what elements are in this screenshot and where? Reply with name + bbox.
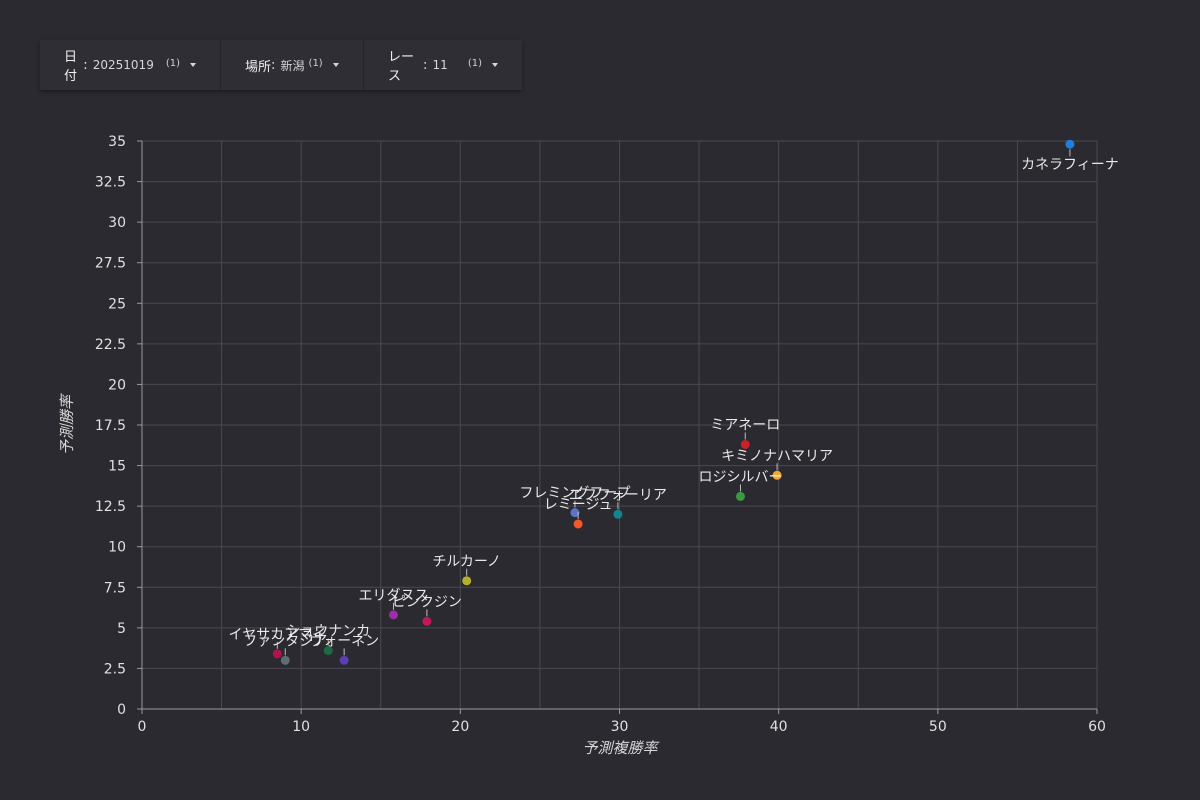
point-marker[interactable] xyxy=(323,646,333,656)
point-label: エフフォーリア xyxy=(569,487,667,503)
y-tick-label: 17.5 xyxy=(95,418,126,434)
point-label: ロジシルバー xyxy=(698,469,782,485)
data-point[interactable]: ファンタジア xyxy=(243,633,327,665)
date-filter-count: (1) xyxy=(165,57,180,69)
point-label: ミアネーロ xyxy=(710,417,780,433)
data-point[interactable]: エリダヌス xyxy=(358,588,428,620)
point-label: ヴォーネン xyxy=(309,632,379,649)
axes xyxy=(137,140,1098,714)
y-axis-label: 予測勝率 xyxy=(58,393,76,455)
point-label: チルカーノ xyxy=(432,554,501,570)
date-filter-label: 日付 xyxy=(64,50,78,84)
data-points: カネラフィーナミアネーロキミノナハマリアロジシルバーフレミングフープエフフォーリ… xyxy=(228,139,1119,665)
y-tick-label: 15 xyxy=(108,459,126,475)
tick-labels: 0 10 20 30 40 50 60 0 2.5 5 7.5 10 12.5 15 17.5 20 22.5 2… xyxy=(95,134,1106,735)
x-axis-label: 予測複勝率 xyxy=(582,739,659,757)
point-marker[interactable] xyxy=(280,655,290,665)
place-filter-count: (1) xyxy=(308,57,323,69)
x-tick-label: 20 xyxy=(451,719,469,735)
y-tick-label: 7.5 xyxy=(104,580,126,596)
race-filter[interactable]: レース: 11 (1) xyxy=(364,40,522,90)
x-tick-label: 0 xyxy=(138,719,147,735)
y-tick-label: 22.5 xyxy=(95,337,126,353)
y-tick-label: 35 xyxy=(108,134,126,150)
data-point[interactable]: ヴォーネン xyxy=(309,632,379,665)
x-tick-label: 60 xyxy=(1088,719,1106,735)
point-marker[interactable] xyxy=(339,655,349,665)
point-marker[interactable] xyxy=(272,649,282,659)
data-point[interactable]: イヤサカアマイ xyxy=(228,627,326,659)
chevron-down-icon xyxy=(492,63,498,67)
point-marker[interactable] xyxy=(388,610,398,620)
point-label: エリダヌス xyxy=(358,588,428,604)
y-tick-label: 0 xyxy=(117,702,126,718)
date-filter[interactable]: 日付: 20251019 (1) xyxy=(40,40,221,90)
y-tick-label: 5 xyxy=(117,621,126,637)
race-filter-value: 11 xyxy=(432,58,448,72)
y-tick-label: 20 xyxy=(108,377,126,393)
point-marker[interactable] xyxy=(735,491,745,501)
y-tick-label: 30 xyxy=(108,215,126,231)
place-filter-value: 新潟 xyxy=(280,58,305,73)
point-marker[interactable] xyxy=(422,616,432,626)
x-tick-label: 40 xyxy=(770,719,788,735)
data-point[interactable]: ショウナンカ xyxy=(286,624,370,656)
y-tick-label: 2.5 xyxy=(104,661,126,677)
point-marker[interactable] xyxy=(573,519,583,529)
place-filter-label: 場所 xyxy=(245,59,272,75)
data-point[interactable]: ミアネーロ xyxy=(710,417,780,449)
point-label: ショウナンカ xyxy=(286,624,370,640)
date-filter-value: 20251019 xyxy=(92,58,154,72)
x-tick-label: 50 xyxy=(929,719,947,735)
point-marker[interactable] xyxy=(1065,139,1075,149)
data-point[interactable]: キミノナハマリア xyxy=(721,448,833,480)
y-tick-label: 27.5 xyxy=(95,256,126,272)
y-tick-label: 12.5 xyxy=(95,499,126,515)
data-point[interactable]: ピンクジン xyxy=(392,594,462,626)
point-marker[interactable] xyxy=(570,508,580,518)
data-point[interactable]: カネラフィーナ xyxy=(1021,139,1119,174)
y-tick-label: 32.5 xyxy=(95,175,126,191)
data-point[interactable]: レミージュ xyxy=(544,497,613,529)
point-label: フレミングフープ xyxy=(519,486,630,502)
point-marker[interactable] xyxy=(462,576,472,586)
point-marker[interactable] xyxy=(613,509,623,519)
filter-bar: 日付: 20251019 (1) 場所: 新潟 (1) レース: 11 (1) xyxy=(40,40,522,90)
y-tick-label: 10 xyxy=(108,540,126,556)
x-tick-label: 10 xyxy=(292,719,310,735)
data-point[interactable]: エフフォーリア xyxy=(569,487,667,519)
race-filter-label: レース xyxy=(388,50,415,84)
y-tick-label: 25 xyxy=(108,296,126,312)
point-marker[interactable] xyxy=(772,470,782,480)
place-filter[interactable]: 場所: 新潟 (1) xyxy=(221,40,364,90)
point-label: ピンクジン xyxy=(392,594,462,610)
race-filter-count: (1) xyxy=(467,57,482,69)
point-label: ファンタジア xyxy=(243,633,327,649)
data-point[interactable]: ロジシルバー xyxy=(698,469,782,501)
point-label: キミノナハマリア xyxy=(721,448,833,464)
point-label: カネラフィーナ xyxy=(1021,157,1119,173)
point-label: レミージュ xyxy=(544,497,613,513)
point-marker[interactable] xyxy=(740,439,750,449)
x-tick-label: 30 xyxy=(611,719,629,735)
grid xyxy=(142,140,1098,709)
point-label: イヤサカアマイ xyxy=(228,627,326,643)
data-point[interactable]: フレミングフープ xyxy=(519,486,631,518)
data-point[interactable]: チルカーノ xyxy=(432,554,501,586)
chevron-down-icon xyxy=(332,63,339,67)
chevron-down-icon xyxy=(190,63,196,67)
